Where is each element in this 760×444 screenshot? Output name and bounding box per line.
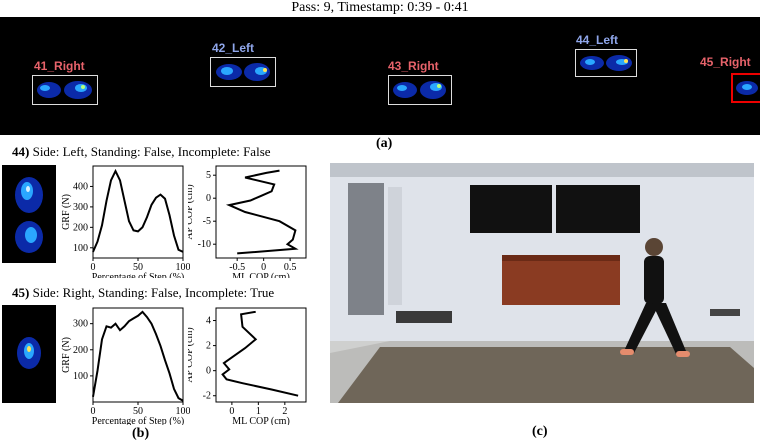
step44-cop-xtick-label: 0 bbox=[261, 262, 266, 273]
footprint-label-42: 42_Left bbox=[212, 41, 255, 55]
footprint-box-42[interactable] bbox=[210, 57, 276, 87]
step45-cop-ytick-label: -2 bbox=[203, 391, 211, 402]
caption-c: (c) bbox=[532, 424, 548, 439]
step45-desc: Side: Right, Standing: False, Incomplete… bbox=[29, 285, 275, 300]
step45-grf-ylabel: GRF (N) bbox=[61, 337, 72, 373]
lab-camera-frame bbox=[330, 163, 754, 403]
step44-cop-ylabel: AP COP (cm) bbox=[188, 184, 195, 239]
step45-cop-xlabel: ML COP (cm) bbox=[232, 416, 290, 425]
step45-id: 45) bbox=[12, 285, 30, 300]
step44-desc: Side: Left, Standing: False, Incomplete:… bbox=[29, 144, 271, 159]
step45-cop-series-line bbox=[221, 310, 299, 397]
step45-cop-ytick-label: 2 bbox=[206, 341, 211, 352]
step45-cop-frame bbox=[215, 307, 307, 403]
step45-cop-xtick-label: 1 bbox=[256, 406, 261, 417]
footprint-box-41[interactable] bbox=[32, 75, 98, 105]
footprint-label-43: 43_Right bbox=[388, 59, 439, 73]
caption-a: (a) bbox=[376, 136, 393, 151]
tv-left bbox=[470, 185, 552, 233]
step44-id: 44) bbox=[12, 144, 30, 159]
step44-thumbnail bbox=[2, 165, 56, 263]
footprint-box-44[interactable] bbox=[575, 49, 637, 77]
step44-grf-plot: 0 50 100 100 200 300 400 Percentage of Step (%)… bbox=[61, 165, 191, 278]
footprint-label-41: 41_Right bbox=[34, 59, 85, 73]
step44-grf-ytick-label: 400 bbox=[73, 181, 88, 192]
step44-grf-xtick-label: 0 bbox=[91, 262, 96, 273]
step45-cop-ytick-label: 4 bbox=[206, 316, 211, 327]
step45-cop-chart: 0 1 2 -2 0 2 4 ML COP (cm) AP COP (cm) bbox=[188, 307, 307, 425]
caption-b: (b) bbox=[132, 426, 150, 441]
step45-grf-ytick-label: 300 bbox=[73, 319, 88, 330]
pressure-heatmap-41 bbox=[37, 81, 92, 99]
step45-grf-plot: 0 50 100 100 200 300 Percentage of Step (%) GRF… bbox=[61, 307, 191, 425]
step44-cop-xlabel: ML COP (cm) bbox=[232, 272, 290, 278]
step44-grf-ytick-label: 100 bbox=[73, 243, 88, 254]
step44-cop-plot: -0.5 0 0.5 -10 -5 0 5 ML COP (cm) AP COP (cm) bbox=[188, 165, 307, 278]
footprint-label-44: 44_Left bbox=[576, 33, 619, 47]
step45-grf-xtick-label: 0 bbox=[91, 406, 96, 417]
step44-grf-ytick-label: 300 bbox=[73, 202, 88, 213]
wooden-cabinet bbox=[502, 255, 620, 305]
step45-grf-xtick-label: 50 bbox=[133, 406, 143, 417]
step45-cop-xtick-label: 0 bbox=[229, 406, 234, 417]
step44-grf-xtick-label: 50 bbox=[133, 262, 143, 273]
door bbox=[348, 183, 384, 315]
step45-grf-xlabel: Percentage of Step (%) bbox=[92, 416, 184, 425]
step44-header: 44) Side: Left, Standing: False, Incompl… bbox=[12, 144, 271, 160]
step45-grf-ytick-label: 100 bbox=[73, 371, 88, 382]
step44-cop-xtick-label: 0.5 bbox=[284, 262, 297, 273]
step45-cop-plot: 0 1 2 -2 0 2 4 ML COP (cm) AP COP (cm) bbox=[188, 307, 307, 425]
step45-cop-xtick-label: 2 bbox=[282, 406, 287, 417]
step45-grf-xtick-label: 100 bbox=[176, 406, 191, 417]
step45-heatmap bbox=[17, 337, 41, 369]
step45-grf-chart: 0 50 100 100 200 300 Percentage of Step (%) GRF… bbox=[61, 307, 191, 425]
footprint-box-45-selected[interactable] bbox=[731, 73, 760, 103]
step44-cop-ytick-label: -5 bbox=[203, 216, 211, 227]
step44-grf-ylabel: GRF (N) bbox=[61, 194, 72, 230]
step44-cop-frame bbox=[215, 165, 307, 259]
step44-cop-ytick-label: 0 bbox=[206, 193, 211, 204]
step45-cop-ytick-label: 0 bbox=[206, 366, 211, 377]
pressure-heatmap-45 bbox=[736, 81, 758, 95]
step45-thumbnail bbox=[2, 305, 56, 403]
step44-heatmap bbox=[15, 177, 43, 253]
step44-cop-xtick-label: -0.5 bbox=[229, 262, 245, 273]
footprint-strip: 41_Right 42_Left 43_Right 44_Left 45_Rig bbox=[0, 17, 760, 135]
step45-header: 45) Side: Right, Standing: False, Incomp… bbox=[12, 285, 274, 301]
step44-cop-ytick-label: 5 bbox=[206, 170, 211, 181]
step44-grf-ytick-label: 200 bbox=[73, 222, 88, 233]
walker-head bbox=[645, 238, 663, 256]
pressure-heatmap-43 bbox=[393, 81, 446, 99]
step45-grf-frame bbox=[92, 307, 184, 403]
step44-cop-series-line bbox=[225, 169, 299, 255]
step44-cop-chart: -0.5 0 0.5 -10 -5 0 5 ML COP (cm) AP COP (cm) bbox=[188, 165, 307, 278]
footprint-label-45: 45_Right bbox=[700, 55, 751, 69]
step44-grf-xtick-label: 100 bbox=[176, 262, 191, 273]
step44-grf-series-line bbox=[92, 168, 184, 253]
step45-cop-ylabel: AP COP (cm) bbox=[188, 327, 195, 382]
step45-grf-series-line bbox=[92, 310, 184, 402]
step44-grf-xlabel: Percentage of Step (%) bbox=[92, 272, 184, 278]
step44-cop-ytick-label: -10 bbox=[198, 239, 211, 250]
tv-right bbox=[556, 185, 640, 233]
pass-timestamp-title: Pass: 9, Timestamp: 0:39 - 0:41 bbox=[291, 0, 469, 15]
floor-mat bbox=[396, 311, 452, 323]
pressure-heatmap-42 bbox=[216, 63, 270, 81]
lab-scene bbox=[330, 163, 754, 403]
pressure-heatmap-44 bbox=[580, 55, 632, 71]
footprint-box-43[interactable] bbox=[388, 75, 452, 105]
step45-grf-ytick-label: 200 bbox=[73, 345, 88, 356]
step44-grf-chart: 0 50 100 100 200 300 400 Percentage of Step (%)… bbox=[61, 165, 191, 278]
